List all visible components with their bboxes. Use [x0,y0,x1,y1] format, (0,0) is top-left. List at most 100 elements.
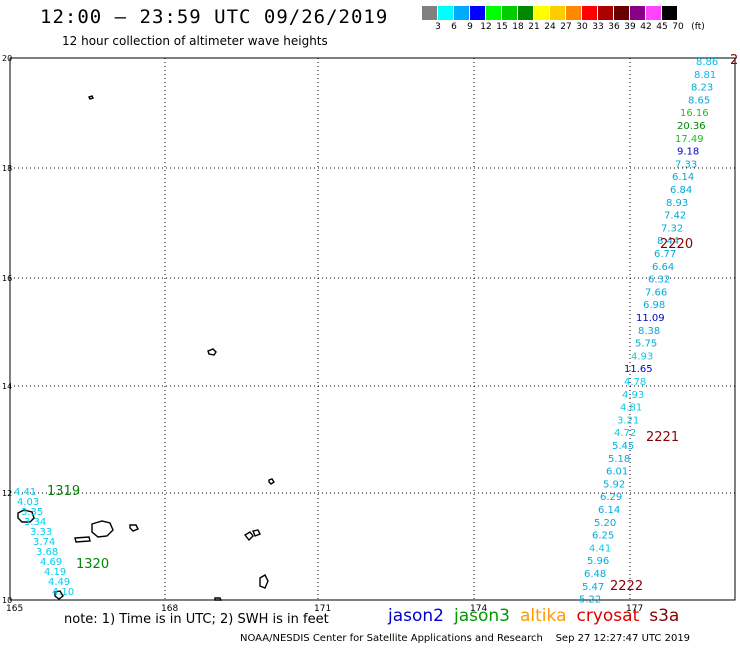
altimeter-track-west: 4.414.033.353.343.333.743.684.694.194.49… [14,487,74,598]
wave-height-label: 20.36 [677,121,706,132]
wave-height-label: 7.33 [675,159,697,170]
map-subtitle: 12 hour collection of altimeter wave hei… [62,34,328,48]
pass-time-label: 1320 [76,557,109,572]
color-scale-legend [422,6,678,20]
wave-height-label: 4.72 [614,428,636,439]
wave-height-label: 4.69 [40,557,62,568]
map-grid [9,57,736,601]
legend-label: 36 [608,22,620,32]
island-outline [54,590,64,600]
wave-height-label: 3.34 [24,517,46,528]
wave-height-label: 6.32 [648,275,670,286]
legend-label: (ft) [691,22,705,32]
legend-label: 18 [512,22,524,32]
wave-height-label: 8.44 [657,236,679,247]
legend-label: 15 [496,22,508,32]
wave-height-label: 6.25 [592,531,614,542]
wave-height-label: 5.20 [594,518,616,529]
map-title: 12:00 – 23:59 UTC 09/26/2019 [40,6,389,28]
island-outline [91,520,114,538]
island-outline [88,95,94,100]
wave-height-label: 5.96 [587,556,609,567]
x-tick-label: 171 [314,604,331,614]
satellite-name: s3a [649,606,680,626]
wave-height-label: 4.10 [52,587,74,598]
island-outline [207,348,217,356]
wave-height-label: 8.81 [694,70,716,81]
legend-label: 70 [672,22,684,32]
map-frame [9,57,736,601]
wave-height-label: 5.47 [582,582,604,593]
wave-height-label: 8.86 [696,57,718,68]
pass-time-label: 2220 [660,237,693,252]
legend-label: 42 [640,22,652,32]
wave-height-label: 8.23 [691,83,713,94]
wave-height-label: 7.32 [661,223,683,234]
y-tick-label: 14 [2,382,12,391]
units-note: note: 1) Time is in UTC; 2) SWH is in fe… [64,612,329,627]
wave-height-label: 6.01 [606,467,628,478]
wave-height-label: 6.84 [670,185,692,196]
legend-swatch [422,6,438,20]
legend-swatch [550,6,566,20]
legend-label: 6 [451,22,457,32]
wave-height-label: 6.77 [654,249,676,260]
wave-height-label: 4.81 [620,403,642,414]
island-outline [252,529,261,537]
axis-tick-labels: 165 168 171 174 177 20 18 16 14 12 10 [2,54,643,614]
satellite-key: jason2 jason3 altika cryosat s3a [388,606,689,626]
legend-swatch [502,6,518,20]
legend-swatch [438,6,454,20]
wave-height-label: 6.64 [652,262,674,273]
island-outline [129,524,139,532]
pass-time-labels: 2 2220 2221 2222 1319 1320 [47,53,738,594]
legend-label: 33 [592,22,604,32]
wave-height-label: 11.65 [624,364,653,375]
wave-height-label: 8.38 [638,326,660,337]
satellite-name: jason2 [388,606,444,626]
island-outline [214,597,223,601]
island-outline [17,509,35,523]
y-tick-label: 12 [2,489,12,498]
x-tick-label: 165 [6,604,23,614]
wave-height-label: 16.16 [680,108,709,119]
island-outline [268,478,275,485]
legend-swatch [470,6,486,20]
legend-label: 21 [528,22,540,32]
wave-height-label: 3.74 [33,537,55,548]
wave-height-label: 6.14 [598,505,620,516]
satellite-name: altika [520,606,567,626]
wave-height-label: 4.78 [624,377,646,388]
island-outline [259,574,269,589]
legend-swatch [454,6,470,20]
legend-swatch [598,6,614,20]
wave-height-label: 4.03 [17,497,39,508]
y-tick-label: 20 [2,54,12,63]
legend-label: 30 [576,22,588,32]
legend-label: 3 [435,22,441,32]
wave-height-label: 5.22 [579,595,601,606]
wave-height-label: 6.29 [600,492,622,503]
legend-swatch [614,6,630,20]
wave-height-label: 3.68 [36,547,58,558]
wave-height-label: 5.75 [635,339,657,350]
wave-height-label: 7.42 [664,211,686,222]
x-tick-label: 174 [470,604,487,614]
legend-swatch [534,6,550,20]
wave-height-label: 6.98 [643,300,665,311]
wave-height-label: 8.93 [666,198,688,209]
legend-label: 24 [544,22,556,32]
y-tick-label: 10 [2,596,12,605]
legend-swatch [582,6,598,20]
legend-swatch [486,6,502,20]
wave-height-label: 4.93 [631,351,653,362]
wave-height-label: 4.19 [44,567,66,578]
legend-swatch [518,6,534,20]
wave-height-label: 11.09 [636,313,665,324]
wave-height-label: 3.21 [617,415,639,426]
wave-height-label: 4.41 [589,543,611,554]
wave-height-label: 9.18 [677,147,699,158]
wave-height-label: 5.45 [612,441,634,452]
color-scale-labels: 3 6 9 12 15 18 21 24 27 30 33 36 39 42 45 70 (ft) [422,22,732,34]
